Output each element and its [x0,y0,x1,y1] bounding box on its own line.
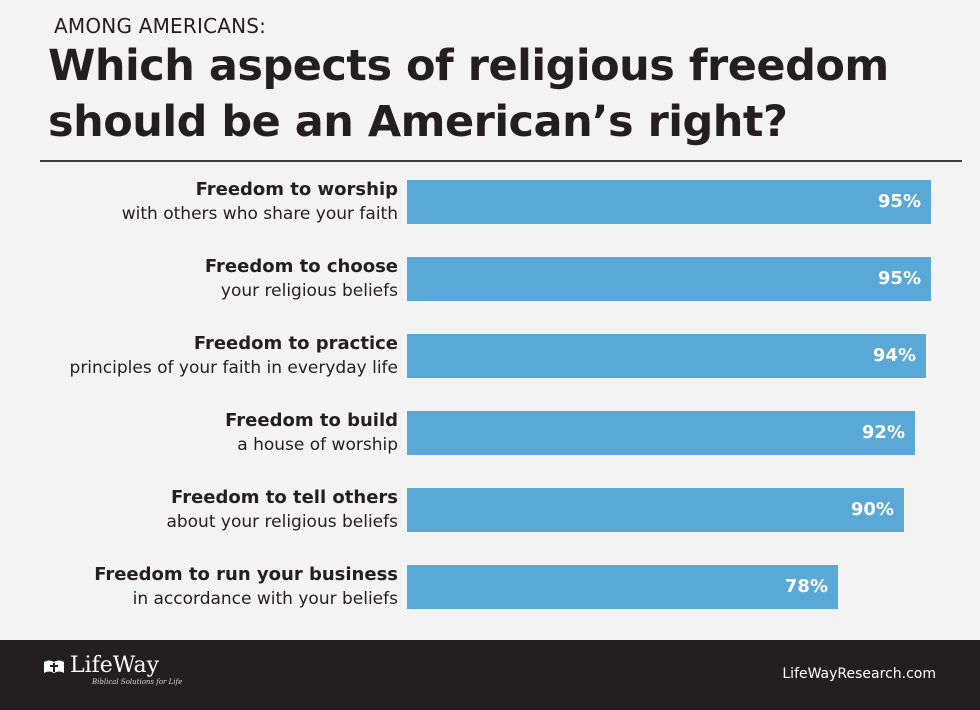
category-label-detail: principles of your faith in everyday lif… [69,358,398,378]
bar-value-label: 92% [861,422,905,443]
title-line-2: should be an American’s right? [48,97,788,147]
category-label-detail: your religious beliefs [220,281,398,301]
bar-value-label: 94% [872,345,916,366]
bar-value-label: 78% [784,576,828,597]
bar: 92% [407,411,915,455]
title-divider [40,160,962,162]
bar: 94% [407,334,926,378]
title-line-1: Which aspects of religious freedom [48,41,889,91]
category-label-bold: Freedom to worship [195,179,398,200]
category-label-detail: about your religious beliefs [166,512,398,532]
category-label-bold: Freedom to tell others [171,487,398,508]
footer-bar: LifeWay Biblical Solutions for Life Life… [0,640,980,710]
kicker-text: AMONG AMERICANS: [54,14,267,38]
category-label-detail: with others who share your faith [121,204,398,224]
category-label-bold: Freedom to practice [193,333,398,354]
category-label: Freedom to worship with others who share … [122,178,398,226]
category-label: Freedom to practice principles of your fa… [70,332,398,380]
category-label: Freedom to run your business in accordanc… [94,563,398,611]
book-cross-icon [44,660,64,673]
category-label-bold: Freedom to choose [204,256,398,277]
bar-value-label: 90% [850,499,894,520]
bar-value-label: 95% [877,191,921,212]
bar-chart: Freedom to worship with others who share … [70,178,931,611]
bar: 95% [407,257,931,301]
lifeway-logo: LifeWay Biblical Solutions for Life [42,654,182,687]
website-url[interactable]: LifeWayResearch.com [782,666,936,682]
category-label: Freedom to tell others about your religio… [166,486,398,534]
bar-value-label: 95% [877,268,921,289]
category-label-bold: Freedom to run your business [94,564,398,585]
logo-tagline: Biblical Solutions for Life [92,678,183,686]
category-label-detail: in accordance with your beliefs [132,589,398,609]
bar: 78% [407,565,838,609]
category-label-bold: Freedom to build [225,410,398,431]
logo-wordmark: LifeWay [70,653,160,678]
chart-title: Which aspects of religious freedom shoul… [48,38,948,150]
category-label: Freedom to build a house of worship [225,409,398,457]
bar: 95% [407,180,931,224]
category-label: Freedom to choose your religious beliefs [205,255,398,303]
bar: 90% [407,488,904,532]
category-label-detail: a house of worship [237,435,398,455]
